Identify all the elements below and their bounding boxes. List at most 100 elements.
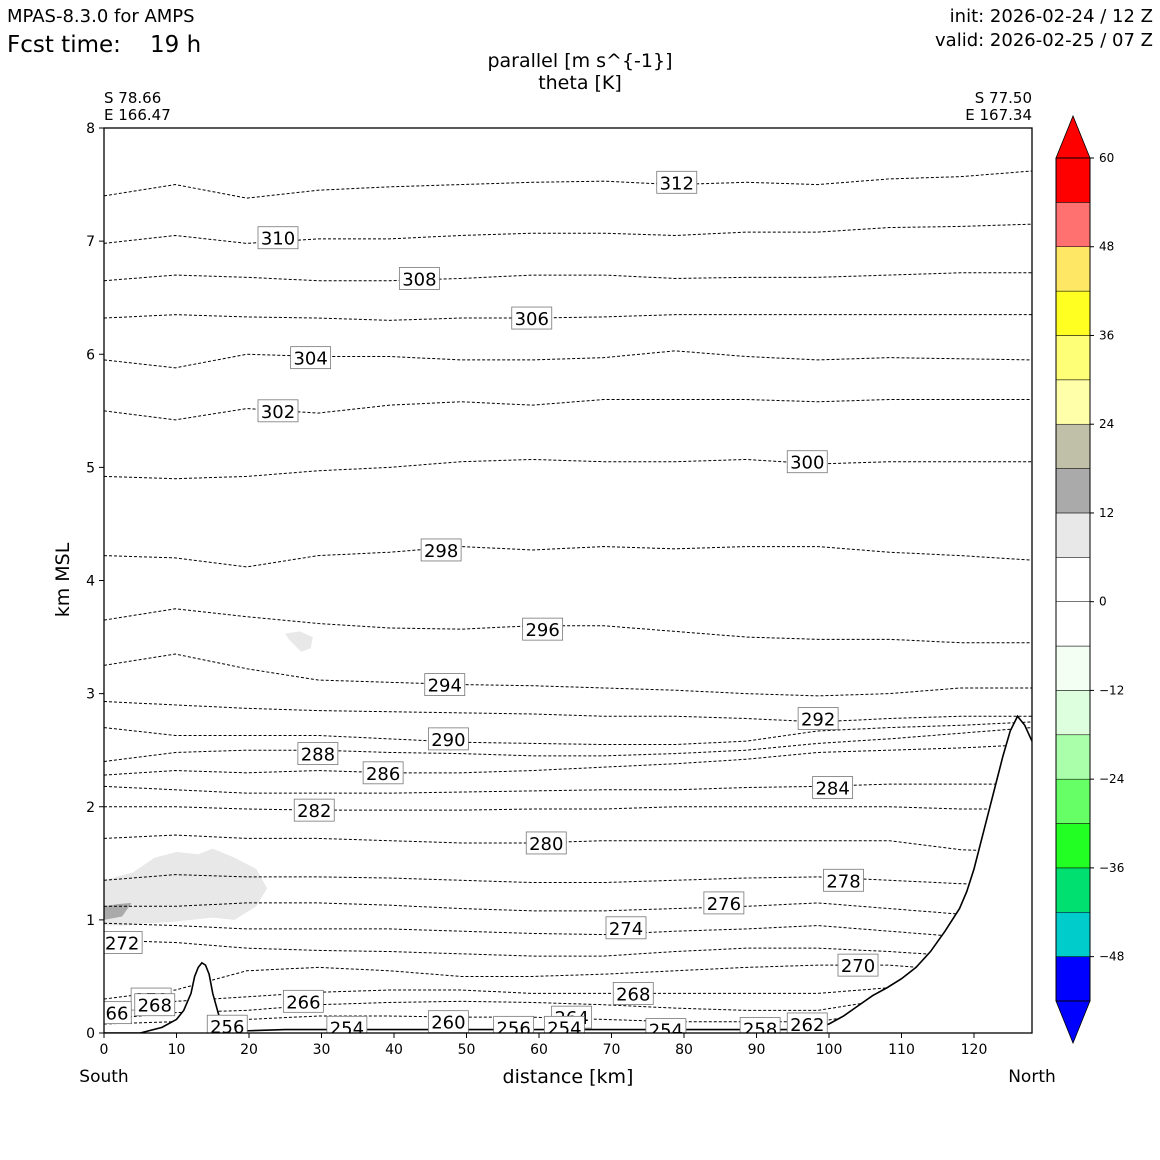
- theta-label-266-box: [282, 989, 324, 1013]
- x-tick-label-0: 0: [100, 1042, 109, 1058]
- theta-label-300-box: [786, 450, 828, 474]
- theta-label-extra-258-5: 258: [743, 1019, 777, 1040]
- theta-contour-266: [104, 987, 1032, 1020]
- colorbar-segment-6: [1055, 512, 1091, 558]
- theta-contour-290: [104, 721, 1032, 746]
- theta-label-extra-256-6: 256: [210, 1017, 244, 1038]
- x-tick-label-110: 110: [888, 1042, 915, 1058]
- right-end-longitude: E 167.34: [965, 106, 1032, 124]
- theta-label-278-box: [823, 868, 864, 892]
- colorbar-segment--36: [1055, 823, 1091, 869]
- theta-label-280: 280: [529, 834, 563, 855]
- theta-label-extra-258-5-box: [739, 1017, 781, 1033]
- theta-label-268-box: [612, 982, 654, 1005]
- theta-label-284-box: [812, 776, 854, 799]
- colorbar-tick-label-4: 0: [1099, 595, 1107, 609]
- theta-label-268: 268: [616, 984, 650, 1005]
- theta-label-extra-268-1-box: [134, 993, 176, 1017]
- axes: 0 10 20 30 40 50 60 70 80 90 100 110 120 0 1 2 3 4 5 6 7 8: [86, 121, 987, 1058]
- right-direction-label: North: [1008, 1067, 1056, 1087]
- x-tick-label-80: 80: [675, 1042, 693, 1058]
- chart-title-theta: theta [K]: [538, 72, 622, 94]
- theta-contour-294: [104, 653, 1032, 697]
- wind-shade-region-3: [988, 128, 1032, 148]
- wind-shade-region-2: [285, 631, 313, 652]
- theta-label-extra-254-9: 254: [649, 1021, 683, 1042]
- right-end-latitude: S 77.50: [975, 89, 1032, 107]
- theta-label-extra-256-6-box: [206, 1014, 248, 1033]
- theta-label-270: 270: [841, 956, 875, 977]
- theta-label-extra-254-8-box: [326, 1015, 368, 1033]
- theta-label-extra-254-9-box: [645, 1018, 687, 1033]
- theta-label-302-box: [257, 399, 299, 423]
- wind-shade-region-1: [104, 902, 132, 920]
- theta-label-284: 284: [815, 779, 849, 800]
- colorbar-segment--24: [1055, 734, 1091, 780]
- theta-label-276-box: [703, 891, 745, 915]
- theta-label-298: 298: [424, 541, 458, 562]
- theta-label-296-box: [522, 617, 564, 641]
- theta-contour-288: [104, 727, 1032, 762]
- theta-label-288: 288: [301, 745, 335, 766]
- theta-label-300: 300: [790, 453, 824, 474]
- theta-label-306-box: [511, 306, 553, 330]
- x-tick-label-60: 60: [530, 1042, 548, 1058]
- theta-label-extra-254-10: 254: [547, 1018, 581, 1039]
- colorbar-segment-12: [1055, 468, 1091, 514]
- y-tick-label-8: 8: [86, 121, 95, 137]
- theta-label-layer: 312 310 308 306 304 302 300 298 296 294 292 290 288 2…: [104, 170, 879, 1042]
- colorbar-tick-label-9: 60: [1099, 151, 1114, 165]
- colorbar-segment-42: [1055, 246, 1091, 292]
- colorbar-tick-label-5: 12: [1099, 506, 1114, 520]
- x-axis-label: distance [km]: [503, 1066, 634, 1088]
- colorbar-tick-label-8: 48: [1099, 240, 1114, 254]
- theta-label-282-box: [293, 798, 335, 822]
- theta-label-294-box: [424, 673, 466, 696]
- x-tick-label-100: 100: [816, 1042, 843, 1058]
- theta-label-276: 276: [707, 894, 741, 915]
- theta-label-274-box: [605, 916, 647, 940]
- theta-label-extra-254-10-box: [543, 1015, 585, 1033]
- colorbar-segment--18: [1055, 690, 1091, 736]
- colorbar-segment--48: [1055, 912, 1091, 957]
- colorbar-tick-label-0: −48: [1099, 950, 1124, 964]
- forecast-time-value: 19 h: [150, 32, 201, 58]
- terrain-profile-line: [104, 714, 1032, 1033]
- theta-label-302: 302: [261, 402, 295, 423]
- y-tick-label-7: 7: [86, 234, 95, 250]
- theta-contour-268: [104, 981, 1032, 1011]
- colorbar-segment-36: [1055, 290, 1091, 336]
- colorbar-segment-30: [1055, 335, 1091, 381]
- theta-label-extra-266-2-box: [104, 1001, 132, 1025]
- colorbar-segment--30: [1055, 778, 1091, 824]
- theta-label-288-box: [297, 742, 339, 765]
- colorbar-tick-label-1: −36: [1099, 861, 1124, 875]
- theta-contour-312: [104, 170, 1032, 199]
- colorbar-segment-48: [1055, 202, 1091, 247]
- x-tick-label-30: 30: [313, 1042, 331, 1058]
- x-tick-label-70: 70: [603, 1042, 621, 1058]
- theta-label-310: 310: [261, 229, 295, 250]
- theta-contour-298: [104, 546, 1032, 568]
- colorbar-tick-label-7: 36: [1099, 328, 1114, 342]
- theta-label-extra-260-4: 260: [431, 1013, 465, 1034]
- left-direction-label: South: [79, 1067, 128, 1087]
- theta-label-308: 308: [402, 269, 436, 290]
- theta-contour-296: [104, 608, 1032, 644]
- colorbar-tick-label-6: 24: [1099, 417, 1114, 431]
- y-axis-label: km MSL: [52, 542, 74, 617]
- colorbar-segment--54: [1055, 956, 1091, 1002]
- theta-label-286: 286: [366, 764, 400, 785]
- colorbar-segment--6: [1055, 601, 1091, 647]
- theta-label-270-box: [837, 953, 879, 977]
- y-tick-label-4: 4: [86, 574, 95, 590]
- colorbar-segment-54: [1055, 157, 1091, 203]
- y-tick-label-1: 1: [86, 913, 95, 929]
- chart-title-wind: parallel [m s^{-1}]: [487, 50, 672, 72]
- theta-label-extra-254-8: 254: [330, 1018, 364, 1039]
- theta-label-extra-262-3: 262: [790, 1015, 824, 1036]
- theta-label-extra-268-1: 268: [138, 996, 172, 1017]
- theta-label-280-box: [525, 831, 567, 855]
- theta-contour-304: [104, 350, 1032, 369]
- theta-label-266: 266: [286, 992, 320, 1013]
